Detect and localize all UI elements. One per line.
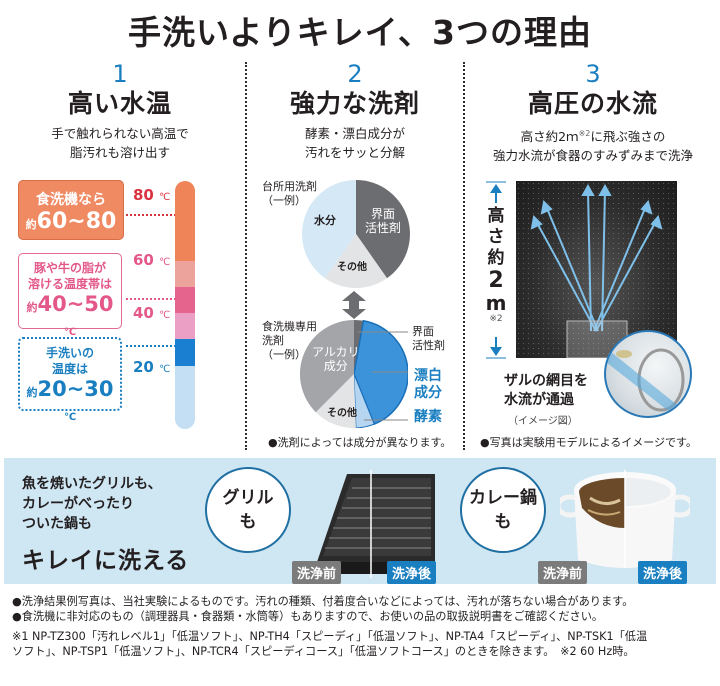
footnote: ソフト」、NP-TSP1「低温ソフト」、NP-TCR4「スピーディコース」「低温… bbox=[12, 645, 635, 658]
column-divider bbox=[245, 62, 247, 450]
reason-description: 手で触れられない高温で 脂汚れも溶け出す bbox=[51, 126, 189, 160]
scale-label-20: 20 ℃ bbox=[133, 358, 171, 376]
photo-note: ●写真は実験用モデルによるイメージです。 bbox=[480, 436, 697, 449]
reason-heading: 強力な洗剤 bbox=[289, 89, 420, 118]
pie1-other-label: その他 bbox=[337, 262, 367, 273]
footnote: ●洗浄結果例写真は、当社実験によるものです。汚れの種類、付着度合いなどによっては… bbox=[12, 595, 634, 608]
water-jet-photo bbox=[516, 181, 677, 358]
colander-closeup-photo bbox=[604, 330, 692, 418]
scale-label-60: 60 ℃ bbox=[133, 251, 171, 269]
grill-bubble: グリル も bbox=[205, 467, 291, 553]
image-caption: （イメージ図） bbox=[508, 416, 578, 427]
scale-marker bbox=[126, 214, 176, 216]
reason-description: 高さ約2ｍ※2に飛ぶ強さの 強力水流が食器のすみずみまで洗浄 bbox=[492, 129, 693, 164]
dishwasher-detergent-pie-chart bbox=[300, 320, 408, 428]
reason-heading: 高い水温 bbox=[67, 89, 172, 118]
pie2-alkali-label: アルカリ 成分 bbox=[312, 345, 360, 373]
kitchen-detergent-pie-chart bbox=[302, 180, 410, 288]
pie2-surfactant-label: 界面 活性剤 bbox=[412, 325, 445, 352]
pot-after-tag: 洗浄後 bbox=[638, 561, 688, 584]
banner-text: 魚を焼いたグリルも、 カレーがべったり ついた鍋も bbox=[22, 476, 162, 532]
pie2-other-label: その他 bbox=[327, 408, 357, 419]
temperature-bar bbox=[175, 181, 195, 429]
scale-marker bbox=[126, 345, 176, 347]
reason-description: 酵素・漂白成分が 汚れをサッと分解 bbox=[304, 126, 405, 160]
scale-label-80: 80 ℃ bbox=[133, 186, 171, 204]
pot-before-tag: 洗浄前 bbox=[538, 561, 588, 584]
fat-melting-temp-box: 豚や牛の脂が 溶ける温度帯は 約40~50 ℃ bbox=[18, 253, 122, 338]
reason-number: 2 bbox=[347, 60, 363, 88]
reason-3: 3 高圧の水流 高さ約2ｍ※2に飛ぶ強さの 強力水流が食器のすみずみまで洗浄 bbox=[466, 60, 720, 165]
grill-before-tag: 洗浄前 bbox=[292, 561, 342, 584]
height-label: 高 さ 約 2 m ※2 bbox=[485, 206, 507, 324]
reason-heading: 高圧の水流 bbox=[527, 89, 658, 118]
column-divider bbox=[463, 62, 465, 450]
reason-1: 1 高い水温 手で触れられない高温で 脂汚れも溶け出す bbox=[0, 60, 240, 162]
grill-tray-photo bbox=[317, 470, 435, 578]
height-arrow-icon bbox=[486, 181, 506, 359]
curry-pot-bubble: カレー鍋 も bbox=[460, 467, 546, 553]
reason-number: 3 bbox=[585, 60, 601, 88]
scale-label-40: 40 ℃ bbox=[133, 304, 171, 322]
page-title: 手洗いよりキレイ、3つの理由 bbox=[128, 13, 592, 52]
scale-marker bbox=[126, 298, 176, 300]
banner-headline: キレイに洗える bbox=[22, 548, 190, 574]
pie2-enzyme-label: 酵素 bbox=[414, 409, 442, 425]
pie1-water-label: 水分 bbox=[314, 214, 336, 227]
pie2-bleach-label: 漂白 成分 bbox=[414, 368, 442, 401]
dishwasher-temp-box: 食洗機なら 約60~80 ℃ bbox=[18, 180, 124, 256]
double-arrow-icon bbox=[342, 291, 366, 319]
footnote: ●食洗機に非対応のもの（調理器具・食器類・水筒等）もありますので、お使いの品の取… bbox=[12, 610, 604, 623]
handwash-temp-box: 手洗いの 温度は 約20~30 ℃ bbox=[18, 337, 122, 423]
reason-number: 1 bbox=[112, 60, 128, 88]
footnote: ※1 NP-TZ300「汚れレベル1」「低温ソフト」、NP-TH4「スピーディ」… bbox=[12, 630, 648, 643]
pie2-label: 食洗機専用 洗剤 （一例） bbox=[262, 320, 317, 361]
reason-2: 2 強力な洗剤 酵素・漂白成分が 汚れをサッと分解 bbox=[248, 60, 462, 162]
colander-caption: ザルの網目を 水流が通過 bbox=[504, 373, 588, 408]
detergent-note: ●洗剤によっては成分が異なります。 bbox=[268, 436, 452, 449]
curry-pot-photo bbox=[560, 470, 690, 568]
pie1-label: 台所用洗剤 （一例） bbox=[262, 180, 317, 207]
pie1-surfactant-label: 界面 活性剤 bbox=[365, 207, 402, 235]
grill-after-tag: 洗浄後 bbox=[387, 561, 437, 584]
